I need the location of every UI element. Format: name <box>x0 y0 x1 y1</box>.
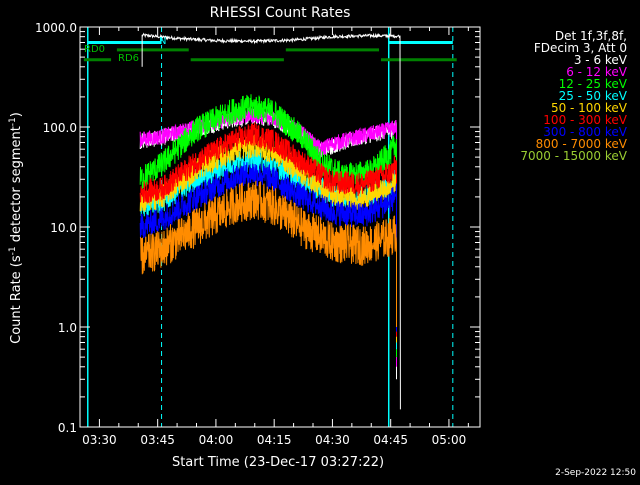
legend-entry: 50 - 100 keV <box>551 101 628 115</box>
timestamp: 2-Sep-2022 12:50 <box>555 468 636 478</box>
y-axis-label-sup-2: -1 <box>8 117 18 126</box>
y-tick-label: 10.0 <box>50 221 77 235</box>
y-axis-label-part-3: ) <box>9 112 24 117</box>
y-axis-label-sup-1: -1 <box>8 246 18 255</box>
x-tick-label: 03:30 <box>82 433 117 447</box>
flag-label-night: N <box>159 36 166 47</box>
y-tick-label: 1.0 <box>58 321 77 335</box>
x-tick-label: 05:00 <box>432 433 467 447</box>
y-tick-label: 1000.0 <box>35 21 77 35</box>
legend-entry: 25 - 50 keV <box>559 89 628 103</box>
x-tick-label: 04:15 <box>257 433 292 447</box>
legend-header-line-2: FDecim 3, Att 0 <box>534 41 627 55</box>
legend-entry: 6 - 12 keV <box>566 65 628 79</box>
legend-entry: 300 - 800 keV <box>543 125 627 139</box>
legend-entry: 12 - 25 keV <box>559 77 628 91</box>
y-axis-label-part-2: detector segment <box>9 126 24 246</box>
series-line-7 <box>139 180 397 327</box>
x-tick-label: 04:00 <box>199 433 234 447</box>
flag-label-rd0: RD0 <box>84 44 105 55</box>
legend: Det 1f,3f,8f, FDecim 3, Att 0 3 - 6 keV6… <box>520 29 627 163</box>
chart-title: RHESSI Count Rates <box>210 5 351 21</box>
legend-entry: 100 - 300 keV <box>543 113 627 127</box>
attenuator-trace <box>141 32 401 410</box>
series-line-5 <box>139 122 397 337</box>
y-tick-label: 100.0 <box>43 121 77 135</box>
series-line-2 <box>139 94 397 358</box>
x-tick-label: 03:45 <box>140 433 175 447</box>
legend-header-line-1: Det 1f,3f,8f, <box>555 29 627 43</box>
x-axis-label: Start Time (23-Dec-17 03:27:22) <box>172 455 384 470</box>
x-tick-label: 04:30 <box>315 433 350 447</box>
flag-label-rd6: RD6 <box>118 53 139 64</box>
legend-entry: 3 - 6 keV <box>574 53 628 67</box>
y-tick-label: 0.1 <box>58 421 77 435</box>
series-line-6 <box>139 161 397 332</box>
legend-entry: 800 - 7000 keV <box>536 137 628 151</box>
y-axis-label: Count Rate (s-1 detector segment-1) <box>8 112 24 344</box>
y-axis-label-part-1: Count Rate (s <box>9 255 24 344</box>
legend-entry: 7000 - 15000 keV <box>520 149 627 163</box>
series-line-1 <box>139 107 397 367</box>
x-tick-label: 04:45 <box>373 433 408 447</box>
